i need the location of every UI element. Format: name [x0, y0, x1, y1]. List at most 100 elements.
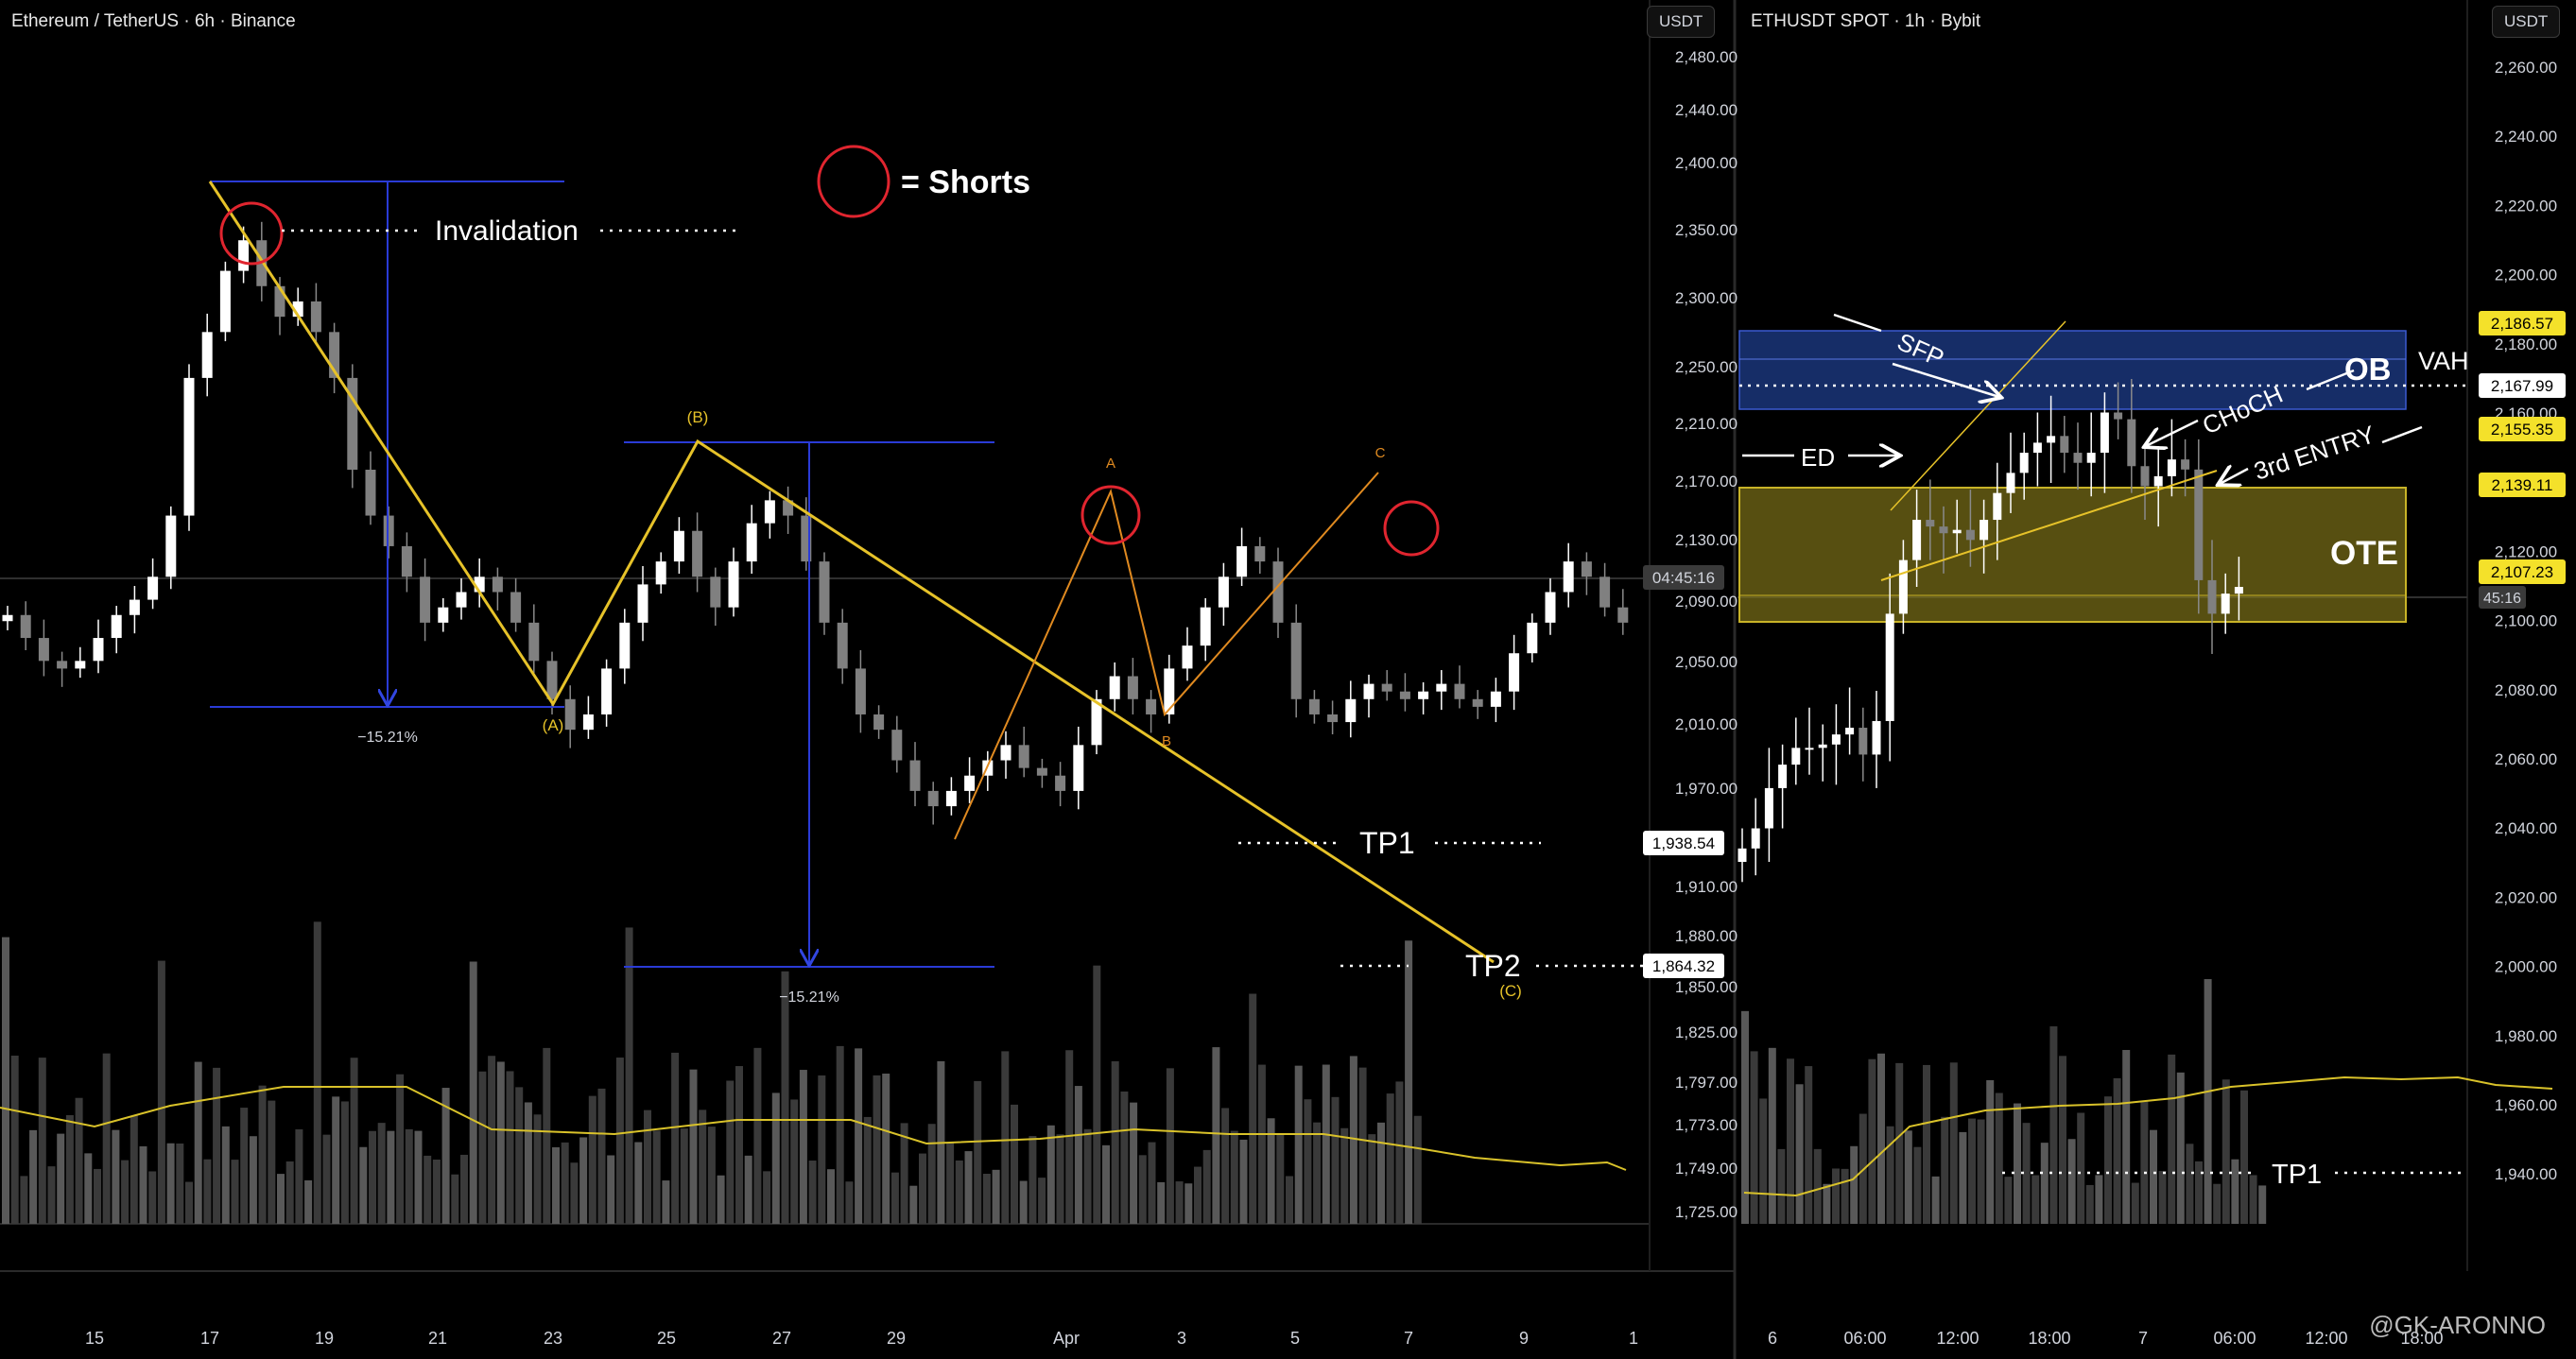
volume-bar — [615, 1058, 624, 1224]
volume-bar — [1358, 1067, 1367, 1224]
left-volume-bars — [2, 921, 1422, 1224]
volume-bar — [1823, 1183, 1831, 1224]
left-price-tick: 1,850.00 — [1675, 978, 1738, 996]
right-currency-button[interactable]: USDT — [2492, 6, 2561, 38]
measure-label-2: −15.21% — [779, 989, 839, 1006]
candle-body — [728, 561, 739, 608]
left-pane-title: Ethereum / TetherUS · 6h · Binance — [11, 11, 296, 31]
volume-bar — [882, 1074, 890, 1224]
volume-bar — [515, 1087, 524, 1224]
left-time-tick: 7 — [1404, 1329, 1413, 1348]
left-price-tick: 2,480.00 — [1675, 48, 1738, 66]
volume-bar — [295, 1128, 303, 1224]
candle-body — [129, 599, 140, 615]
candle-body — [2, 614, 13, 622]
volume-bar — [1923, 1064, 1930, 1224]
candle-body — [474, 576, 485, 593]
sfp-trendline — [1890, 320, 2066, 511]
right-volume-ma — [1743, 1075, 2553, 1197]
volume-bar — [432, 1159, 441, 1224]
candle-body — [1399, 691, 1410, 699]
volume-bar — [1413, 1115, 1422, 1224]
volume-bar — [680, 1128, 688, 1224]
volume-bar — [221, 1126, 230, 1224]
volume-bar — [818, 1075, 826, 1224]
volume-bar — [1368, 1134, 1376, 1224]
volume-bar — [2004, 1177, 2013, 1224]
volume-bar — [1741, 1010, 1749, 1224]
volume-bar — [1995, 1092, 2003, 1224]
volume-bar — [2204, 979, 2212, 1224]
volume-bar — [2222, 1079, 2230, 1224]
abc-wave-line — [208, 181, 1495, 964]
volume-bar — [2049, 1025, 2058, 1224]
volume-bar — [1138, 1155, 1147, 1224]
candle-body — [57, 661, 68, 669]
right-price-tick: 1,960.00 — [2495, 1096, 2557, 1114]
right-price-tick: 2,080.00 — [2495, 681, 2557, 699]
candle-body — [1418, 691, 1429, 699]
svg-text:2,139.11: 2,139.11 — [2492, 476, 2553, 494]
candle-body — [1965, 529, 1975, 541]
volume-bar — [946, 1143, 955, 1224]
left-price-tick: 1,773.00 — [1675, 1116, 1738, 1134]
candle-body — [1055, 775, 1066, 791]
short-marker-3 — [1383, 500, 1440, 557]
candle-body — [1617, 607, 1629, 623]
left-currency-button[interactable]: USDT — [1647, 6, 1716, 38]
candle-body — [2047, 436, 2056, 443]
right-time-tick: 06:00 — [1843, 1329, 1886, 1348]
volume-bar — [1886, 1126, 1894, 1224]
svg-text:2,107.23: 2,107.23 — [2491, 563, 2553, 581]
candle-body — [1527, 622, 1538, 654]
volume-bar — [597, 1088, 606, 1224]
volume-bar — [94, 1168, 101, 1224]
left-price-tick: 2,400.00 — [1675, 154, 1738, 172]
volume-bar — [1913, 1146, 1922, 1224]
volume-bar — [424, 1155, 432, 1224]
candle-body — [1327, 714, 1339, 723]
right-candles — [1738, 379, 2243, 883]
ob-label: OB — [2344, 352, 2392, 387]
volume-bar — [1322, 1064, 1330, 1224]
volume-bar — [1111, 1060, 1119, 1224]
right-price-tick: 2,020.00 — [2495, 888, 2557, 906]
ed-label: ED — [1801, 443, 1835, 472]
candle-body — [837, 622, 848, 669]
volume-bar — [1294, 1065, 1303, 1224]
left-price-tick: 1,910.00 — [1675, 878, 1738, 896]
left-price-tick: 2,050.00 — [1675, 653, 1738, 671]
left-price-tick: 1,725.00 — [1675, 1203, 1738, 1221]
candle-body — [673, 530, 684, 562]
volume-bar — [974, 1080, 982, 1224]
volume-bar — [927, 1124, 936, 1224]
wave-label-a: (A) — [543, 716, 564, 734]
volume-bar — [1249, 993, 1257, 1224]
candle-body — [1581, 561, 1592, 577]
candle-body — [1036, 767, 1047, 776]
short-marker-2 — [1081, 485, 1141, 545]
candle-body — [1127, 676, 1138, 699]
left-price-tick: 1,880.00 — [1675, 927, 1738, 945]
candle-body — [1254, 545, 1266, 562]
svg-text:45:16: 45:16 — [2483, 591, 2521, 607]
volume-bar — [1267, 1118, 1275, 1224]
candle-body — [945, 790, 957, 807]
volume-bar — [2249, 1175, 2257, 1224]
volume-bar — [405, 1128, 413, 1224]
left-price-tick: 2,010.00 — [1675, 715, 1738, 733]
candle-body — [2127, 419, 2136, 467]
candle-body — [147, 576, 159, 600]
volume-bar — [29, 1129, 38, 1224]
candle-body — [2060, 436, 2069, 454]
right-tag-ob-bottom: 2,155.35 — [2479, 417, 2566, 441]
candle-body — [764, 500, 775, 524]
volume-bar — [47, 1166, 56, 1224]
left-price-tick: 1,749.00 — [1675, 1160, 1738, 1178]
volume-bar — [744, 1155, 752, 1224]
right-price-tick: 2,000.00 — [2495, 958, 2557, 976]
candle-body — [619, 622, 631, 669]
volume-bar — [1120, 1091, 1129, 1224]
volume-bar — [1011, 1104, 1018, 1224]
